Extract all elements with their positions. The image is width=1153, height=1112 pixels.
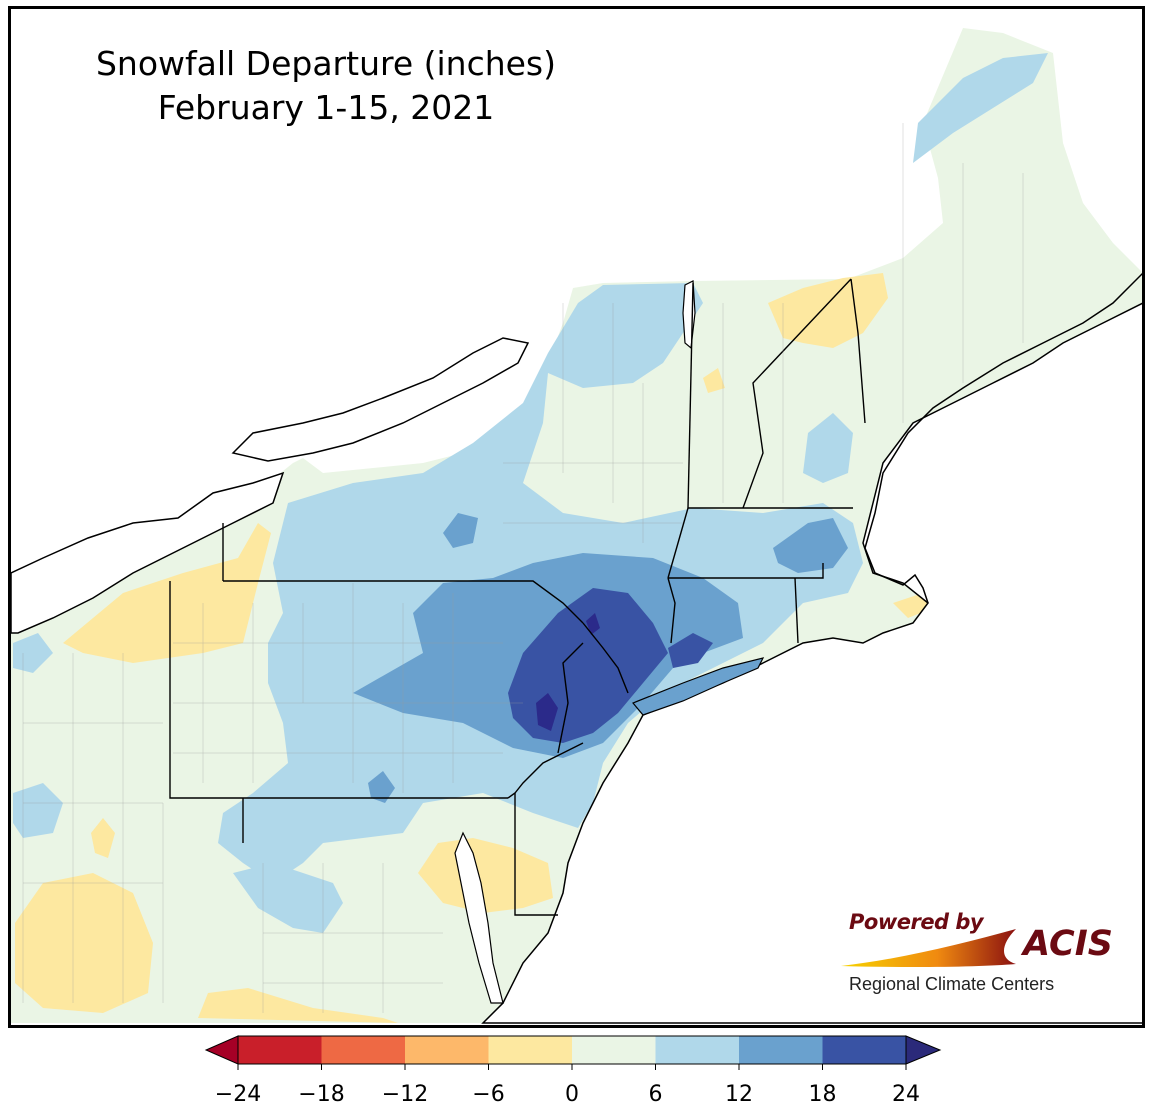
colorbar-tick-label: −18	[298, 1082, 345, 1107]
map-title-line2: February 1-15, 2021	[157, 88, 495, 127]
long-island	[632, 657, 765, 716]
colorbar-swatches	[204, 1035, 942, 1070]
dry-patch-vt	[703, 368, 725, 393]
colorbar-swatch	[321, 1036, 405, 1064]
colorbar-swatch	[739, 1036, 823, 1064]
acis-logo: Powered by ACIS Regional Climate Centers	[831, 904, 1131, 999]
colorbar-swatch	[655, 1036, 739, 1064]
dry-patch-wv	[15, 873, 153, 1013]
dry-patch-va	[198, 988, 398, 1023]
snow-band-nh	[803, 413, 853, 483]
dry-patch-md	[418, 838, 553, 913]
colorbar-tick-label: 24	[892, 1082, 920, 1107]
snow-band-va	[233, 863, 343, 933]
map-frame: Snowfall Departure (inches) February 1-1…	[8, 6, 1145, 1028]
snow-band-ct	[773, 518, 848, 573]
colorbar-swatch	[572, 1036, 656, 1064]
colorbar-tick-label: −24	[214, 1082, 262, 1107]
colorbar-tick-label: −6	[472, 1082, 505, 1107]
snow-band-ny	[443, 513, 478, 548]
lake-erie	[11, 471, 285, 634]
snow-band-wv	[13, 783, 63, 838]
colorbar-legend: −24 −18 −12 −6 0 6 12 18 24	[200, 1030, 950, 1112]
snow-band-max	[536, 693, 558, 731]
colorbar-tick-label: −12	[381, 1082, 429, 1107]
powered-by-text: Powered by	[849, 910, 984, 934]
acis-text: ACIS	[1023, 924, 1113, 964]
atlantic-ocean	[481, 302, 1142, 1024]
chesapeake-bay	[454, 831, 504, 1004]
snow-band-pa-spot	[368, 771, 395, 803]
state-boundaries	[169, 278, 866, 916]
county-lines	[22, 123, 1024, 1013]
colorbar-tick-label: 6	[648, 1082, 663, 1107]
colorbar-swatch	[822, 1036, 906, 1064]
colorbar-tick-label: 18	[808, 1082, 837, 1107]
snow-band-18-24-li	[668, 633, 713, 668]
colorbar-over-arrow	[905, 1035, 942, 1065]
dry-patch-wpa	[63, 523, 271, 663]
coastline	[864, 272, 1142, 604]
colorbar-tick-label: 0	[565, 1082, 579, 1107]
regional-climate-centers-text: Regional Climate Centers	[849, 974, 1055, 994]
colorbar-swatch	[488, 1036, 572, 1064]
colorbar-tick-label: 12	[725, 1082, 753, 1107]
colorbar-under-arrow	[204, 1035, 239, 1065]
dry-patch-oh	[91, 818, 115, 858]
map-title-line1: Snowfall Departure (inches)	[95, 44, 557, 83]
snow-band-maine	[913, 53, 1048, 163]
acis-swoosh	[841, 929, 1016, 968]
colorbar-swatch	[405, 1036, 489, 1064]
colorbar-swatch	[238, 1036, 322, 1064]
snowfall-map	[11, 28, 1142, 1024]
lake-ontario	[231, 337, 530, 462]
snow-band-max-2	[586, 613, 600, 635]
